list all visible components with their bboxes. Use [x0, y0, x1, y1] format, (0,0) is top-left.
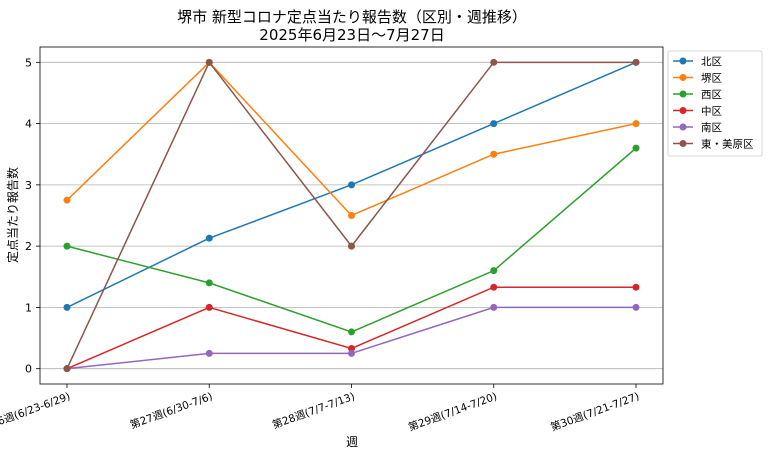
- x-tick-label: 第27週(6/30-7/6): [128, 390, 214, 432]
- chart-title: 堺市 新型コロナ定点当たり報告数（区別・週推移）: [177, 8, 527, 26]
- data-point: [205, 349, 213, 357]
- data-point: [632, 144, 640, 152]
- y-tick-label: 1: [25, 301, 32, 314]
- data-point: [632, 303, 640, 311]
- legend-marker: [679, 74, 687, 81]
- axes: 0 1 2 3 4 5 第26週(6/23-6/29) 第27週(6/30-7/6) 第28週(…: [0, 46, 664, 434]
- legend-label: 中区: [701, 105, 722, 118]
- y-tick-label: 3: [25, 179, 32, 192]
- data-point: [490, 58, 498, 66]
- data-point: [490, 150, 498, 158]
- data-point: [348, 344, 355, 352]
- series-line: [66, 61, 637, 217]
- data-point: [348, 242, 355, 250]
- y-tick-label: 4: [25, 118, 32, 131]
- data-point: [205, 303, 213, 311]
- data-point: [205, 279, 213, 287]
- x-axis-label: 週: [346, 435, 358, 449]
- chart-subtitle: 2025年6月23日〜7月27日: [259, 26, 444, 44]
- data-point: [490, 120, 498, 128]
- data-point: [490, 267, 498, 275]
- legend-label: 西区: [701, 89, 722, 101]
- data-point: [348, 349, 355, 357]
- legend-marker: [679, 123, 687, 131]
- data-point: [205, 58, 213, 66]
- x-tick-label: 第30週(7/21-7/27): [549, 390, 641, 434]
- data-point: [205, 234, 213, 242]
- data-point: [63, 196, 71, 204]
- data-point: [63, 303, 71, 311]
- data-point: [632, 58, 640, 66]
- legend-label: 南区: [701, 121, 722, 134]
- series-line: [66, 147, 637, 333]
- legend-marker: [679, 107, 687, 114]
- legend-label: 北区: [701, 56, 722, 68]
- data-point: [63, 242, 71, 250]
- legend-marker: [679, 140, 687, 147]
- data-point: [348, 181, 355, 189]
- data-point: [63, 365, 71, 373]
- data-point: [490, 303, 498, 311]
- y-tick-label: 2: [25, 240, 32, 253]
- data-point: [632, 120, 640, 128]
- x-tick-label: 第28週(7/7-7/13): [270, 390, 356, 432]
- series-line: [66, 306, 636, 370]
- series-group: [63, 58, 640, 373]
- legend-marker: [679, 57, 687, 65]
- data-point: [348, 212, 355, 219]
- y-tick-label: 5: [25, 56, 32, 69]
- x-tick-label: 第26週(6/23-6/29): [0, 390, 72, 434]
- y-tick-label: 0: [25, 363, 32, 376]
- data-point: [348, 328, 355, 336]
- data-point: [632, 283, 640, 291]
- legend-label: 東・美原区: [701, 138, 754, 151]
- x-tick-label: 第29週(7/14-7/20): [406, 390, 498, 434]
- y-axis-label: 定点当たり報告数: [5, 167, 20, 263]
- legend-marker: [679, 90, 687, 98]
- data-point: [490, 283, 498, 291]
- legend-label: 堺区: [701, 73, 722, 85]
